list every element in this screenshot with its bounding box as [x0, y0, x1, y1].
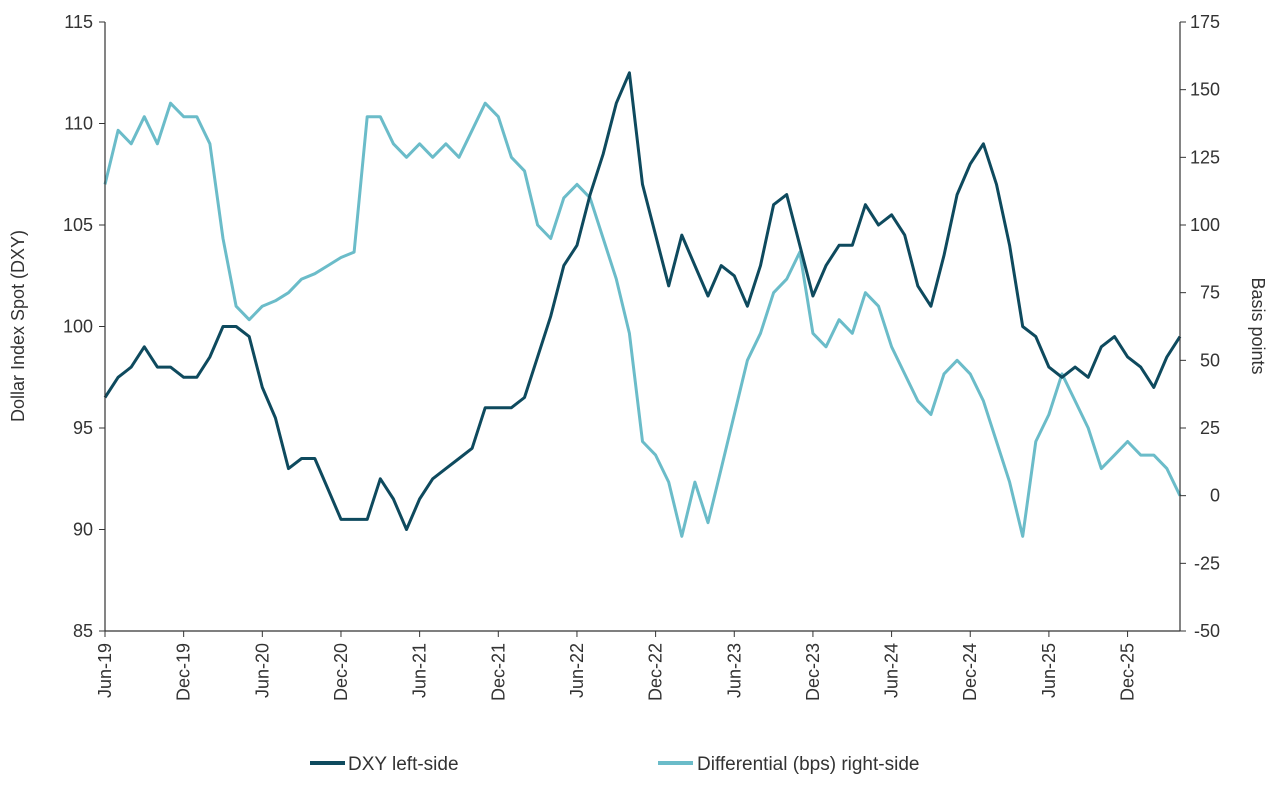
left-tick-label: 100	[63, 317, 93, 337]
left-axis-label: Dollar Index Spot (DXY)	[8, 230, 28, 422]
axes: 85 90 95 100 105 110 115 -50 -25 0 25 50 75 100 125 150…	[63, 12, 1220, 701]
x-tick-label: Jun-22	[567, 643, 587, 698]
left-tick-label: 85	[73, 621, 93, 641]
plot-area	[103, 71, 1182, 538]
x-tick-label: Jun-23	[724, 643, 744, 698]
x-tick-label: Jun-20	[252, 643, 272, 698]
left-tick-label: 95	[73, 418, 93, 438]
right-tick-label: 175	[1190, 12, 1220, 32]
x-tick-label: Dec-25	[1118, 643, 1138, 701]
right-tick-label: 50	[1200, 350, 1220, 370]
x-tick-label: Jun-21	[410, 643, 430, 698]
left-tick-label: 110	[64, 114, 93, 134]
right-axis-label: Basis points	[1248, 277, 1268, 374]
right-tick-label: 100	[1190, 215, 1220, 235]
x-tick-label: Jun-25	[1039, 643, 1059, 698]
left-tick-label: 90	[73, 520, 93, 540]
x-tick-label: Dec-22	[646, 643, 666, 701]
right-tick-label: 25	[1200, 418, 1220, 438]
x-tick-label: Dec-19	[174, 643, 194, 701]
x-tick-label: Dec-23	[803, 643, 823, 701]
left-tick-label: 105	[63, 215, 93, 235]
x-tick-label: Dec-21	[488, 643, 508, 701]
differential-line	[103, 101, 1182, 538]
x-tick-label: Jun-19	[95, 643, 115, 698]
legend-label-diff: Differential (bps) right-side	[697, 754, 919, 775]
right-tick-label: 75	[1200, 283, 1220, 303]
right-tick-label: 150	[1190, 80, 1220, 100]
x-tick-label: Dec-20	[331, 643, 351, 701]
legend-label-dxy: DXY left-side	[348, 754, 459, 775]
left-tick-label: 115	[64, 12, 93, 32]
right-tick-label: 0	[1210, 486, 1220, 506]
dxy-line	[103, 71, 1182, 531]
x-tick-label: Dec-24	[960, 643, 980, 701]
x-tick-label: Jun-24	[882, 643, 902, 698]
legend: DXY left-side Differential (bps) right-s…	[310, 754, 919, 775]
right-tick-label: 125	[1190, 147, 1220, 167]
right-tick-label: -50	[1194, 621, 1220, 641]
right-tick-label: -25	[1194, 553, 1220, 573]
